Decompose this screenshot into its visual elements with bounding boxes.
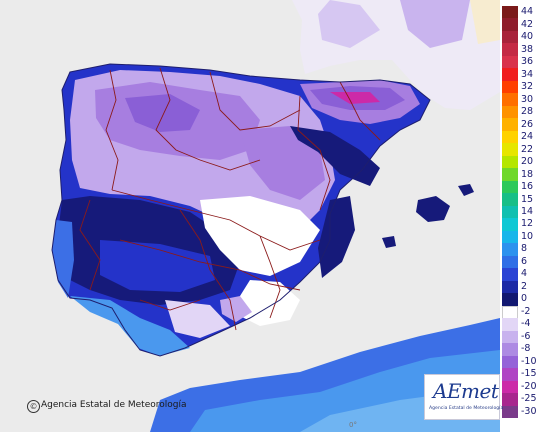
- legend-swatch: [502, 43, 518, 57]
- legend-swatch: [502, 255, 518, 269]
- copyright-icon: ©: [27, 400, 40, 413]
- legend-swatch: [502, 193, 518, 207]
- legend-tick-label: 4: [521, 268, 528, 280]
- legend-swatch: [502, 155, 518, 169]
- map-canvas: [0, 0, 500, 432]
- legend-swatch: [502, 368, 518, 382]
- legend-tick-label: -10: [521, 355, 537, 367]
- legend-tick-label: 22: [521, 143, 534, 155]
- legend-swatch: [502, 205, 518, 219]
- legend-swatch: [502, 393, 518, 406]
- legend-tick-label: -4: [521, 318, 531, 330]
- aemet-logo: AEmet Agencia Estatal de Meteorología: [424, 374, 504, 420]
- logo-subtext: Agencia Estatal de Meteorología: [429, 406, 504, 411]
- legend-swatch: [502, 118, 518, 132]
- longitude-label: 0°: [349, 421, 357, 429]
- legend-tick-label: 18: [521, 168, 534, 180]
- legend-swatch: [502, 230, 518, 244]
- ibiza-island: [382, 236, 396, 248]
- legend-tick-label: 42: [521, 18, 534, 30]
- legend-tick-label: 14: [521, 206, 534, 217]
- legend-swatch: [502, 55, 518, 69]
- region-borders: [79, 67, 381, 331]
- temperature-legend: 44 42 40 38 36 34 32 30 28 26 24 22 20 18 16 15 14 12 10 8 6…: [500, 6, 544, 419]
- legend-tick-label: -20: [521, 380, 537, 392]
- legend-tick-label: 26: [521, 118, 534, 130]
- legend-swatch: [502, 168, 518, 182]
- legend-tick-label: 0: [521, 293, 528, 305]
- legend-tick-label: 36: [521, 56, 534, 68]
- legend-swatch: [502, 143, 518, 157]
- ebro-valley: [290, 126, 380, 186]
- legend-swatch: [502, 355, 518, 369]
- legend-tick-label: -2: [521, 305, 531, 317]
- zone-blue: [100, 240, 215, 292]
- legend-swatch: [502, 293, 518, 307]
- mallorca-island: [416, 196, 450, 222]
- legend-swatch: [502, 80, 518, 94]
- legend-tick-label: 44: [521, 6, 534, 18]
- zone-cold-dark: [125, 94, 200, 132]
- menorca-island: [458, 184, 474, 196]
- logo-text: AEmet: [433, 379, 499, 403]
- legend-tick-label: -15: [521, 368, 537, 380]
- france-cold-patch: [400, 0, 470, 48]
- legend-tick-label: -25: [521, 393, 537, 405]
- coast-strip-south: [70, 296, 190, 356]
- france-cold-patch: [318, 0, 380, 48]
- legend-swatch: [502, 268, 518, 282]
- legend-swatch: [502, 343, 518, 357]
- legend-tick-label: 15: [521, 193, 534, 205]
- legend-tick-label: -8: [521, 343, 531, 355]
- legend-swatch: [502, 180, 518, 194]
- legend-tick-label: 2: [521, 280, 528, 292]
- legend-swatch: [502, 6, 518, 19]
- legend-tick-label: 24: [521, 131, 534, 143]
- zone-cold-purple: [240, 126, 325, 200]
- legend-tick-label: 8: [521, 243, 528, 255]
- legend-swatch: [502, 405, 518, 419]
- zone-light: [165, 300, 230, 338]
- legend-swatch: [502, 218, 518, 232]
- legend-swatch: [502, 68, 518, 82]
- legend-swatch: [502, 30, 518, 44]
- legend-swatch: [502, 130, 518, 144]
- legend-tick-label: 32: [521, 81, 534, 93]
- legend-swatch: [502, 280, 518, 294]
- legend-tick-label: -30: [521, 405, 537, 417]
- legend-swatch: [502, 105, 518, 119]
- legend-tick-label: 34: [521, 68, 534, 80]
- sierra-nevada: [220, 296, 252, 322]
- legend-swatch: [502, 18, 518, 32]
- pyrenees-peak: [330, 92, 380, 104]
- legend-tick-label: 20: [521, 156, 534, 168]
- legend-swatch: [502, 318, 518, 332]
- copyright-text: Agencia Estatal de Meteorología: [41, 400, 187, 410]
- legend-swatch: [502, 330, 518, 344]
- legend-swatch: [502, 93, 518, 107]
- legend-swatch: [502, 380, 518, 394]
- legend-tick-label: 28: [521, 106, 534, 118]
- iberia-coastline: [51, 63, 431, 357]
- legend-tick-label: 6: [521, 255, 528, 267]
- legend-tick-label: 30: [521, 93, 534, 105]
- legend-tick-label: -6: [521, 330, 531, 342]
- legend-tick-label: 10: [521, 230, 534, 242]
- corner-land: [470, 0, 500, 44]
- legend-tick-label: 38: [521, 43, 534, 55]
- legend-tick-label: 40: [521, 31, 534, 43]
- east-coast: [318, 196, 355, 278]
- legend-tick-label: 16: [521, 181, 534, 193]
- legend-swatch: [502, 305, 518, 319]
- legend-tick-label: 12: [521, 218, 534, 230]
- legend-swatch: [502, 243, 518, 257]
